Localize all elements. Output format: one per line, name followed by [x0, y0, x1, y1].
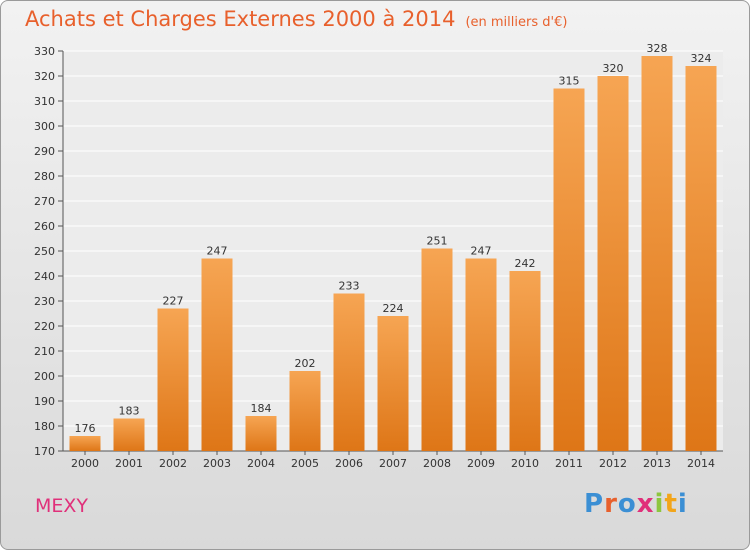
y-tick-label: 230 [34, 295, 55, 308]
x-tick-label: 2014 [687, 457, 715, 470]
y-tick-label: 180 [34, 420, 55, 433]
y-tick-label: 280 [34, 170, 55, 183]
bar [157, 308, 189, 451]
x-tick-label: 2007 [379, 457, 407, 470]
x-tick-label: 2006 [335, 457, 363, 470]
bar-value-label: 247 [471, 245, 492, 258]
x-tick-label: 2011 [555, 457, 583, 470]
bar [333, 293, 365, 451]
bar [641, 56, 673, 451]
bar-value-label: 202 [295, 357, 316, 370]
bar [465, 258, 497, 451]
bars: 176 183 227 247 184 202 233 224 251 247 242 315 320 3… [69, 42, 717, 451]
bar-value-label: 324 [691, 52, 712, 65]
x-tick-label: 2005 [291, 457, 319, 470]
proxiti-logo: Proxiti [584, 489, 688, 519]
logo-letter: t [664, 489, 678, 519]
place-name: MEXY [35, 495, 89, 517]
bar [553, 88, 585, 451]
x-tick-label: 2000 [71, 457, 99, 470]
y-tick-label: 250 [34, 245, 55, 258]
bar-value-label: 176 [75, 422, 96, 435]
bar [509, 271, 541, 451]
y-tick-label: 240 [34, 270, 55, 283]
x-tick-label: 2004 [247, 457, 275, 470]
bar [685, 66, 717, 451]
bar [245, 416, 277, 451]
x-tick-label: 2012 [599, 457, 627, 470]
x-tick-label: 2002 [159, 457, 187, 470]
logo-letter: r [604, 489, 618, 519]
bar-value-label: 233 [339, 280, 360, 293]
bar [597, 76, 629, 451]
bar-value-label: 224 [383, 302, 404, 315]
chart-title: Achats et Charges Externes 2000 à 2014 (e… [25, 7, 567, 31]
logo-letter: i [677, 489, 688, 519]
y-tick-label: 170 [34, 445, 55, 458]
logo-letter: P [584, 489, 605, 519]
logo-letter: i [654, 489, 665, 519]
bar-value-label: 242 [515, 257, 536, 270]
bar-value-label: 227 [163, 295, 184, 308]
y-tick-label: 220 [34, 320, 55, 333]
y-tick-label: 310 [34, 95, 55, 108]
bar-value-label: 328 [647, 42, 668, 55]
y-tick-label: 300 [34, 120, 55, 133]
bar [289, 371, 321, 451]
x-tick-label: 2008 [423, 457, 451, 470]
y-tick-label: 290 [34, 145, 55, 158]
logo-letter: x [636, 489, 655, 519]
y-tick-label: 210 [34, 345, 55, 358]
y-tick-label: 200 [34, 370, 55, 383]
y-tick-label: 330 [34, 45, 55, 58]
bar [69, 436, 101, 451]
x-tick-label: 2001 [115, 457, 143, 470]
y-axis: 170 180 190 200 210 220 230 240 250 260 270 280 290 3… [34, 45, 55, 458]
bar [201, 258, 233, 451]
bar-value-label: 320 [603, 62, 624, 75]
bar-value-label: 315 [559, 75, 580, 88]
y-tick-label: 320 [34, 70, 55, 83]
y-tick-label: 270 [34, 195, 55, 208]
x-tick-label: 2009 [467, 457, 495, 470]
bar [113, 418, 145, 451]
x-tick-label: 2013 [643, 457, 671, 470]
bar-value-label: 251 [427, 235, 448, 248]
title-text: Achats et Charges Externes 2000 à 2014 [25, 7, 456, 31]
x-axis: 2000 2001 2002 2003 2004 2005 2006 2007 2008 2009… [71, 451, 715, 470]
bar [421, 248, 453, 451]
y-tick-label: 260 [34, 220, 55, 233]
x-tick-label: 2010 [511, 457, 539, 470]
bar-value-label: 183 [119, 405, 140, 418]
title-unit: (en milliers d'€) [465, 15, 568, 30]
x-tick-label: 2003 [203, 457, 231, 470]
bar-value-label: 184 [251, 402, 272, 415]
y-tick-label: 190 [34, 395, 55, 408]
bar [377, 316, 409, 451]
bar-value-label: 247 [207, 245, 228, 258]
logo-letter: o [617, 489, 637, 519]
